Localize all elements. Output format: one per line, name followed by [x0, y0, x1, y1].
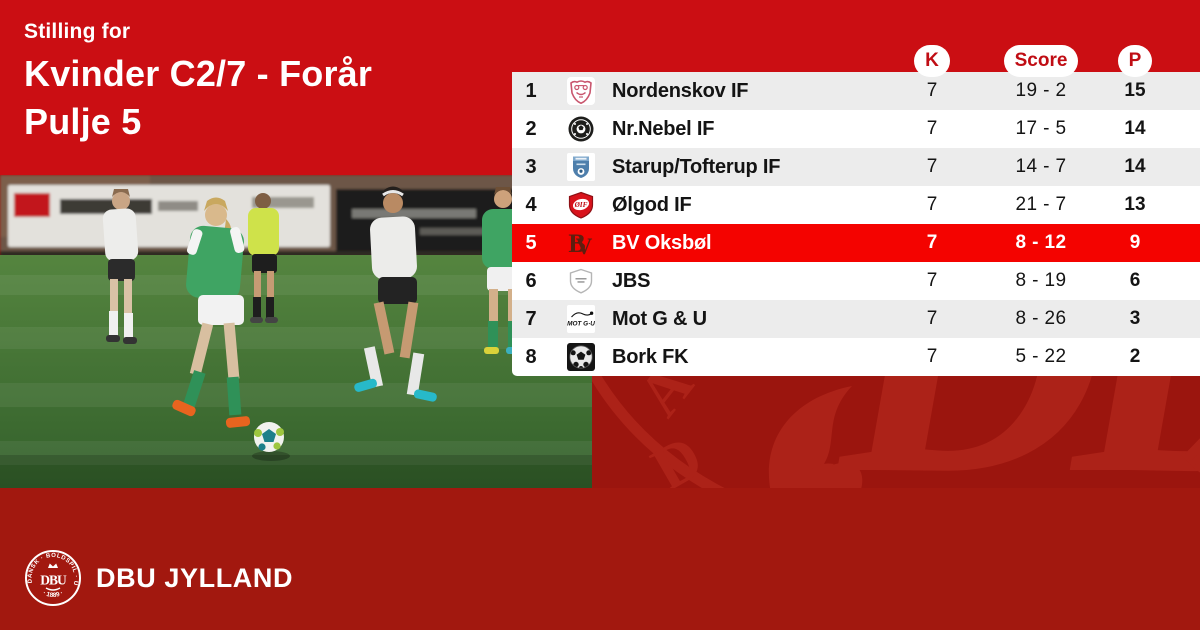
points-cell: 15 [1124, 80, 1146, 101]
points-cell: 6 [1129, 270, 1141, 291]
nordenskov-if-logo [550, 77, 612, 105]
club-name: Starup/Tofterup IF [612, 155, 781, 178]
position-cell: 3 [525, 155, 537, 178]
svg-text:· 1889 ·: · 1889 · [42, 590, 65, 600]
club-name: Nordenskov IF [612, 79, 749, 102]
football [252, 422, 290, 461]
score-cell: 8 - 12 [1015, 232, 1067, 253]
position-cell: 2 [525, 117, 537, 140]
nr-nebel-if-logo [550, 115, 612, 143]
points-cell: 13 [1124, 194, 1146, 215]
dbu-emblem: DANSK · BOLDSPIL · UNION · 1889 · DBU [24, 549, 81, 606]
table-row: 7 MOT G·U Mot G & U 7 8 - 26 3 [512, 300, 1200, 338]
header-pill-k: K [914, 45, 950, 77]
bork-fk-logo [550, 343, 612, 371]
matches-played-cell: 7 [926, 194, 938, 215]
table-row: 3 Starup/Tofterup IF 7 14 - 7 14 [512, 148, 1200, 186]
table-row: 8 Bork FK 7 5 - 22 2 [512, 338, 1200, 376]
score-cell: 8 - 19 [1015, 270, 1067, 291]
svg-text:V: V [576, 234, 593, 258]
starup-tofterup-if-logo [550, 153, 612, 181]
score-cell: 21 - 7 [1015, 194, 1067, 215]
mot-g-u-logo: MOT G·U [550, 305, 612, 333]
table-row: 1 Nordenskov IF 7 19 - 2 15 [512, 72, 1200, 110]
position-cell: 7 [525, 307, 537, 330]
club-name: Ølgod IF [612, 193, 692, 216]
matches-played-cell: 7 [926, 156, 938, 177]
club-name: Bork FK [612, 345, 689, 368]
score-cell: 5 - 22 [1015, 346, 1067, 367]
position-cell: 8 [525, 345, 537, 368]
bottom-red-band [0, 488, 1200, 630]
player-white-left [102, 189, 139, 344]
header-pill-score: Score [1003, 45, 1079, 77]
svg-text:ØIF: ØIF [574, 201, 588, 209]
table-row: 5 B V BV Oksbøl 7 8 - 12 9 [512, 224, 1200, 262]
points-cell: 2 [1129, 346, 1141, 367]
player-white-right [354, 186, 437, 402]
standings-table: K Score P 1 Nordenskov IF 7 19 - 2 15 2 Nr.Neb… [512, 45, 1200, 376]
position-cell: 1 [525, 79, 537, 102]
points-cell: 14 [1124, 118, 1146, 139]
title-block: Stilling for Kvinder C2/7 - Forår Pulje … [24, 20, 372, 146]
jbs-logo [550, 267, 612, 295]
matches-played-cell: 7 [926, 232, 938, 253]
page-subtitle: Pulje 5 [24, 101, 142, 142]
oelgod-if-logo: ØIF [550, 191, 612, 219]
player-green-main [172, 197, 251, 428]
club-name: JBS [612, 269, 651, 292]
club-name: Nr.Nebel IF [612, 117, 715, 140]
page-title: Kvinder C2/7 - Forår [24, 53, 373, 94]
position-cell: 6 [525, 269, 537, 292]
matches-played-cell: 7 [926, 270, 938, 291]
position-cell: 5 [525, 231, 537, 254]
table-header-row: K Score P [512, 45, 1200, 77]
standings-rows: 1 Nordenskov IF 7 19 - 2 15 2 Nr.Nebel IF 7 17 -… [512, 72, 1200, 376]
brand-name: DBU JYLLAND [96, 562, 294, 593]
score-cell: 14 - 7 [1015, 156, 1067, 177]
svg-text:MOT G·U: MOT G·U [567, 321, 595, 328]
table-row: 4 ØIF Ølgod IF 7 21 - 7 13 [512, 186, 1200, 224]
matches-played-cell: 7 [926, 118, 938, 139]
matches-played-cell: 7 [926, 308, 938, 329]
points-cell: 3 [1129, 308, 1141, 329]
referee [248, 193, 279, 323]
pretitle: Stilling for [24, 20, 131, 43]
svg-text:B: B [568, 229, 585, 258]
footer: DANSK · BOLDSPIL · UNION · 1889 · DBU DB… [24, 549, 293, 607]
header-pill-p: P [1117, 45, 1153, 77]
position-cell: 4 [525, 193, 537, 216]
club-name: Mot G & U [612, 307, 707, 330]
table-row: 6 JBS 7 8 - 19 6 [512, 262, 1200, 300]
score-cell: 19 - 2 [1015, 80, 1067, 101]
points-cell: 14 [1124, 156, 1146, 177]
match-photo [0, 175, 592, 488]
score-cell: 8 - 26 [1015, 308, 1067, 329]
score-cell: 17 - 5 [1015, 118, 1067, 139]
club-name: BV Oksbøl [612, 231, 712, 254]
matches-played-cell: 7 [926, 80, 938, 101]
points-cell: 9 [1129, 232, 1141, 253]
svg-text:DBU: DBU [40, 573, 67, 588]
table-row: 2 Nr.Nebel IF 7 17 - 5 14 [512, 110, 1200, 148]
matches-played-cell: 7 [926, 346, 938, 367]
